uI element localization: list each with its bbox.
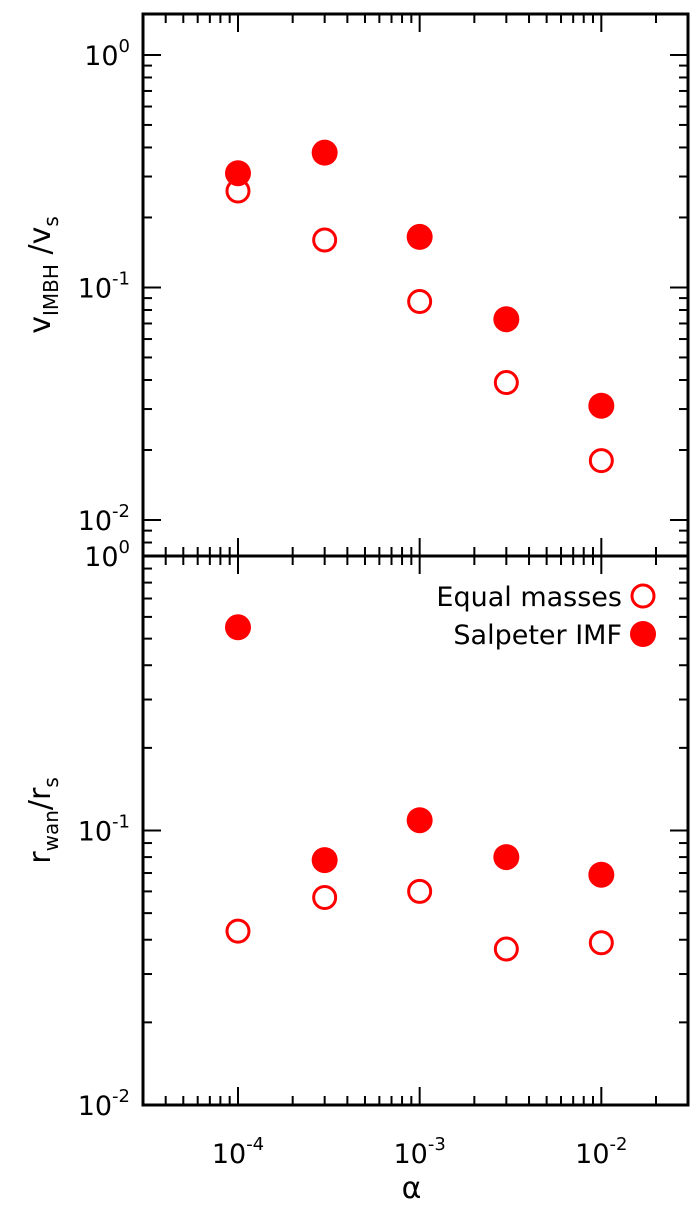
data-point-open: [407, 878, 433, 904]
data-point-open: [312, 227, 338, 253]
data-point-open: [493, 936, 519, 962]
plot-frame: [141, 12, 690, 558]
y-tick-label: 100: [84, 36, 130, 72]
y-tick-label: 10-2: [78, 1086, 130, 1122]
y-axis-title: vIMBH /vs: [23, 216, 63, 334]
data-point-filled: [311, 139, 338, 166]
data-point-open: [588, 448, 614, 474]
legend-label: Equal masses: [436, 582, 622, 613]
data-point-open: [493, 370, 519, 396]
data-point-filled: [311, 847, 338, 874]
data-point-filled: [493, 844, 520, 871]
panel-bottom: 100 10-1 10-2 10-4 10-3 10-2 rwan/rs α Equal mas…: [23, 537, 690, 1206]
data-point-open: [225, 918, 251, 944]
data-point-filled: [406, 807, 433, 834]
y-tick-label: 10-1: [78, 812, 130, 848]
data-point-filled: [224, 160, 251, 187]
legend-marker-open: [630, 583, 656, 609]
data-point-filled: [406, 223, 433, 250]
y-tick-label: 100: [84, 537, 130, 573]
data-point-filled: [224, 614, 251, 641]
data-point-filled: [588, 392, 615, 419]
x-tick-label: 10-3: [394, 1134, 446, 1170]
x-tick-label: 10-4: [212, 1134, 264, 1170]
x-axis-title: α: [402, 1171, 422, 1206]
y-axis-title: rwan/rs: [23, 777, 63, 864]
legend-marker-filled: [630, 621, 656, 647]
data-point-open: [588, 930, 614, 956]
y-tick-label: 10-1: [78, 268, 130, 304]
data-point-filled: [588, 861, 615, 888]
x-tick-label: 10-2: [575, 1134, 627, 1170]
legend-label: Salpeter IMF: [453, 620, 622, 651]
data-point-open: [312, 885, 338, 911]
panel-top: 100 10-1 10-2 vIMBH /vs: [23, 12, 690, 558]
data-point-filled: [493, 306, 520, 333]
data-point-open: [407, 289, 433, 315]
y-tick-label: 10-2: [78, 501, 130, 537]
plot-frame: [141, 554, 690, 1107]
